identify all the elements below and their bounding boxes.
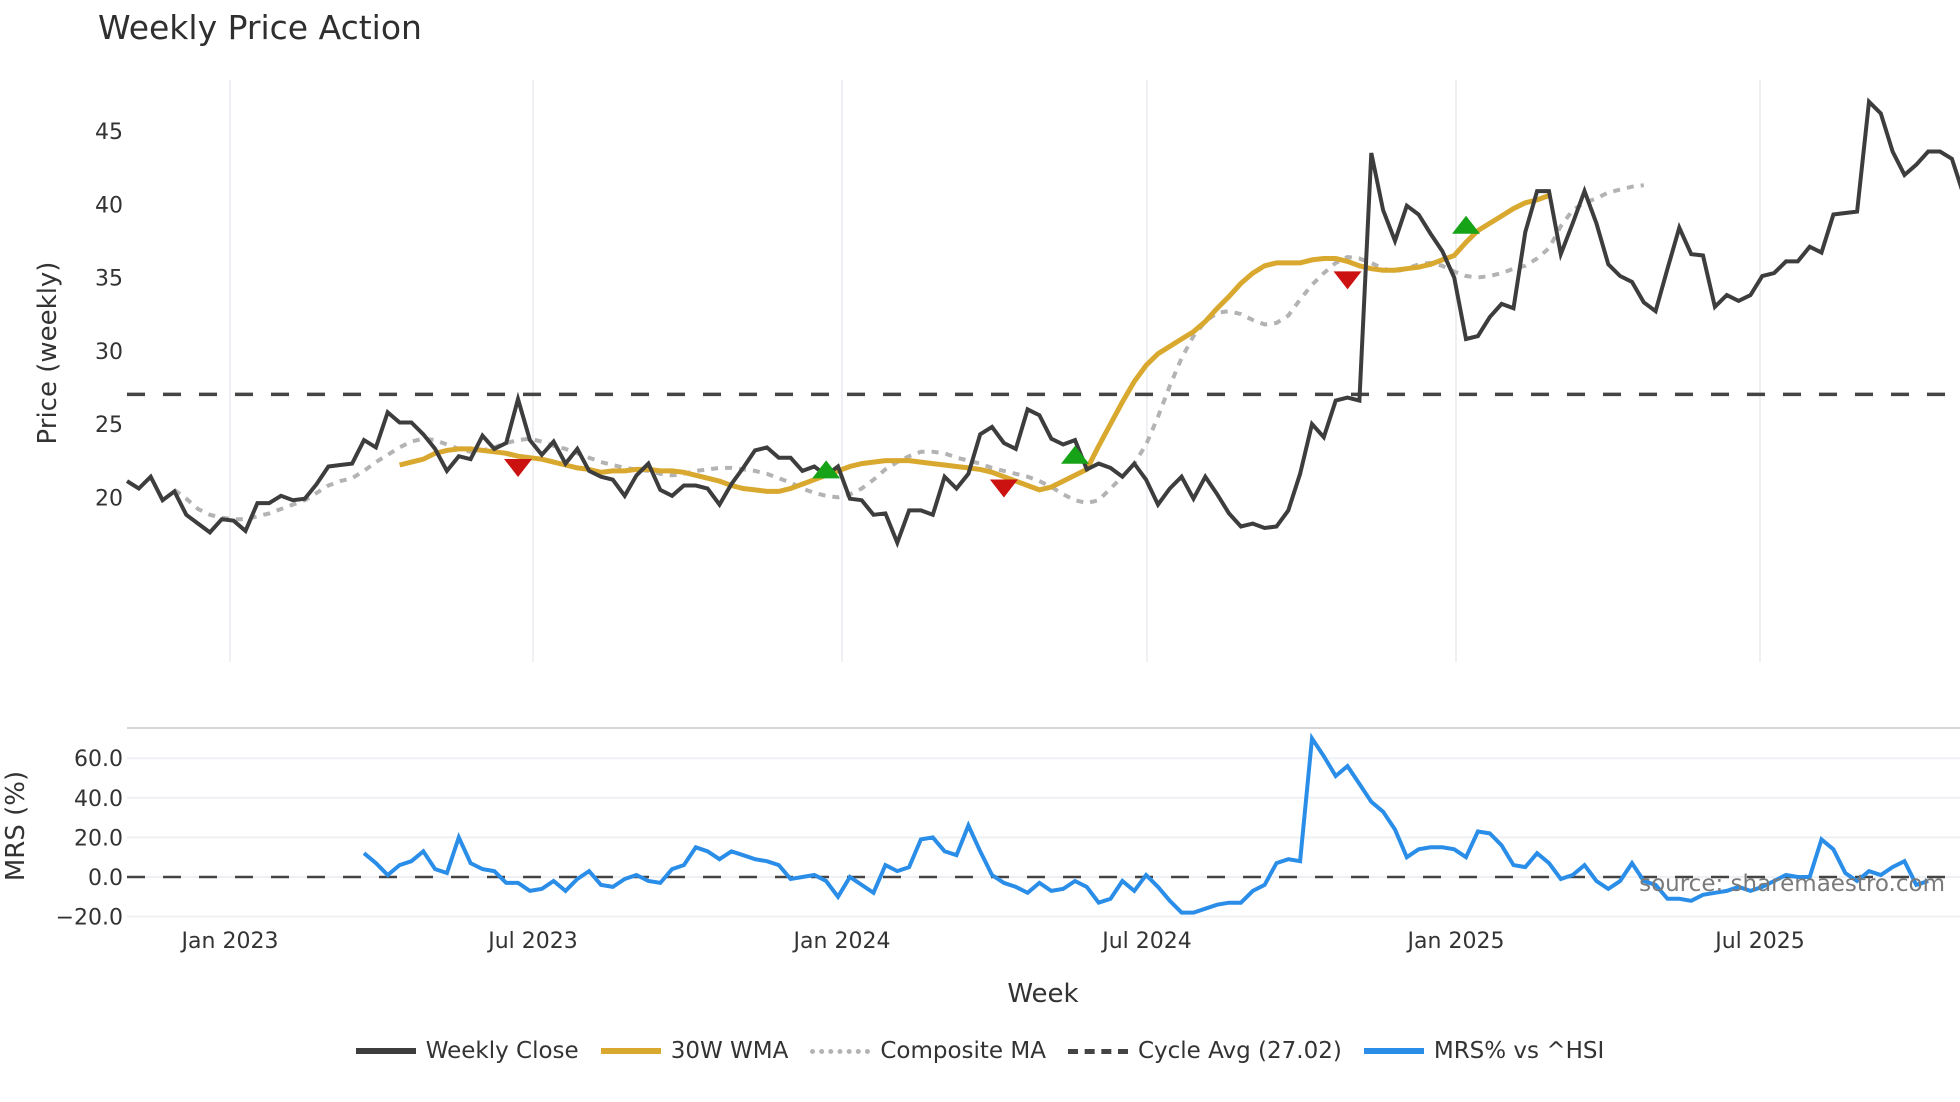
sell-signal-triangle-down-icon	[504, 458, 533, 477]
x-tick-label: Jan 2024	[792, 929, 891, 954]
source-watermark: source: sharemaestro.com	[1639, 871, 1945, 897]
legend-item-cycle-avg[interactable]: Cycle Avg (27.02)	[1067, 1038, 1342, 1064]
chart-title: Weekly Price Action	[98, 8, 422, 47]
sell-signal-triangle-down-icon	[1333, 271, 1362, 290]
x-tick-label: Jul 2025	[1713, 929, 1805, 954]
signal-markers	[504, 215, 1481, 498]
x-axis: Jan 2023 Jul 2023 Jan 2024 Jul 2024 Jan 2025…	[180, 929, 1805, 954]
y-tick-label: −20.0	[56, 906, 123, 931]
mrs-y-axis-title: MRS (%)	[1, 771, 31, 881]
y-tick-label: 40.0	[74, 787, 123, 812]
price-gridlines	[229, 80, 1761, 662]
x-axis-title: Week	[1007, 979, 1078, 1009]
y-tick-label: 30	[95, 340, 123, 365]
legend-swatch-solid-icon	[355, 1048, 416, 1054]
legend-item-30w-wma[interactable]: 30W WMA	[600, 1038, 789, 1064]
legend-label: Weekly Close	[425, 1038, 579, 1064]
y-tick-label: 25	[95, 413, 123, 438]
price-y-axis-title: Price (weekly)	[33, 262, 63, 445]
y-tick-label: 20	[95, 486, 123, 511]
legend-label: 30W WMA	[670, 1038, 789, 1064]
legend-swatch-dashed-icon	[1067, 1048, 1128, 1054]
price-y-axis: 20 25 30 35 40 45	[95, 120, 123, 511]
legend-item-composite-ma[interactable]: Composite MA	[810, 1038, 1046, 1064]
legend-swatch-solid-icon	[600, 1048, 661, 1054]
x-tick-label: Jan 2023	[180, 929, 279, 954]
sell-signal-triangle-down-icon	[989, 479, 1018, 498]
legend-label: Cycle Avg (27.02)	[1137, 1038, 1342, 1064]
y-tick-label: 60.0	[74, 747, 123, 772]
legend-item-mrs[interactable]: MRS% vs ^HSI	[1363, 1038, 1605, 1064]
y-tick-label: 40	[95, 193, 123, 218]
x-tick-label: Jul 2023	[486, 929, 578, 954]
legend: Weekly Close 30W WMA Composite MA Cycle …	[0, 1038, 1960, 1064]
buy-signal-triangle-up-icon	[1061, 445, 1089, 464]
y-tick-label: 20.0	[74, 826, 123, 851]
x-tick-label: Jan 2025	[1406, 929, 1505, 954]
mrs-y-axis: −20.0 0.0 20.0 40.0 60.0	[56, 747, 123, 930]
weekly-close-line	[125, 97, 1960, 549]
x-tick-label: Jul 2024	[1100, 929, 1192, 954]
buy-signal-triangle-up-icon	[812, 460, 841, 479]
mrs-line	[362, 732, 1929, 915]
y-tick-label: 35	[95, 267, 123, 292]
y-tick-label: 45	[95, 120, 123, 145]
y-tick-label: 0.0	[88, 866, 123, 891]
composite-ma-line	[173, 183, 1645, 522]
legend-swatch-solid-icon	[1363, 1048, 1424, 1054]
legend-swatch-dotted-icon	[810, 1048, 871, 1054]
buy-signal-triangle-up-icon	[1452, 215, 1481, 234]
legend-label: MRS% vs ^HSI	[1433, 1038, 1605, 1064]
wma-30w-line	[399, 193, 1550, 494]
legend-item-weekly-close[interactable]: Weekly Close	[355, 1038, 579, 1064]
legend-label: Composite MA	[880, 1038, 1046, 1064]
